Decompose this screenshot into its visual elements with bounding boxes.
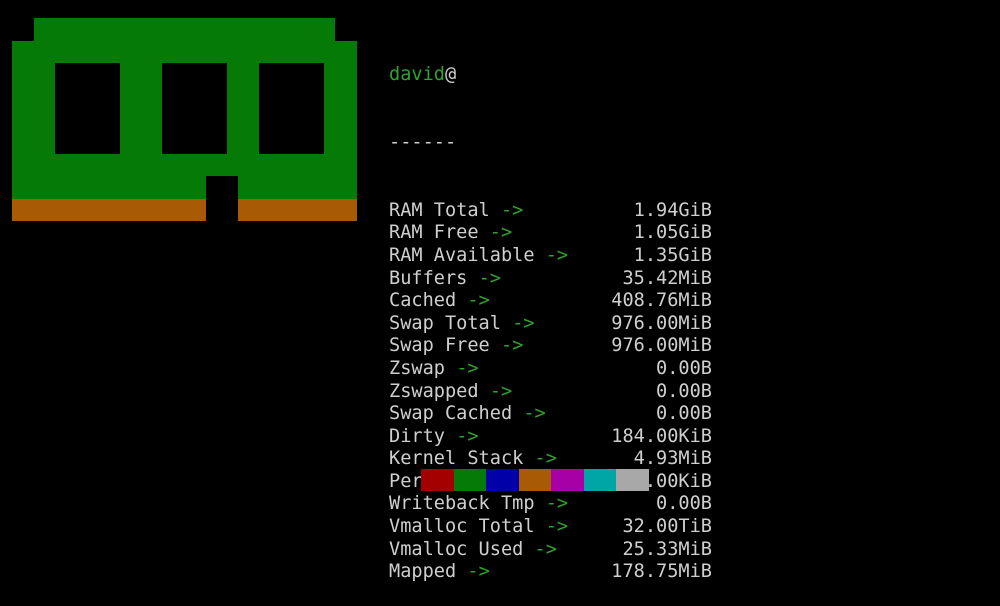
stat-row: Swap Free -> 976.00MiB — [389, 335, 719, 358]
stat-row: RAM Total -> 1.94GiB — [389, 200, 719, 223]
stat-value: 178.75MiB — [611, 561, 712, 583]
stat-value: 0.00B — [656, 380, 712, 402]
stat-label: Swap Total — [389, 312, 501, 334]
stat-label: RAM Total — [389, 199, 490, 221]
ram-contacts-left — [12, 199, 206, 221]
stat-row: Kernel Stack -> 4.93MiB — [389, 448, 719, 471]
stat-row: Zswapped -> 0.00B — [389, 381, 719, 404]
arrow-icon: -> — [534, 448, 557, 470]
stat-label: RAM Free — [389, 222, 479, 244]
color-swatch — [421, 469, 454, 491]
color-swatch — [486, 469, 519, 491]
stat-row: Vmalloc Total -> 32.00TiB — [389, 516, 719, 539]
ram-module-icon — [12, 18, 357, 221]
stat-value: 976.00MiB — [611, 335, 712, 357]
stat-label: RAM Available — [389, 244, 535, 266]
stat-label: Buffers — [389, 267, 468, 289]
stat-label: Zswapped — [389, 380, 479, 402]
stat-value: 976.00MiB — [611, 312, 712, 334]
stat-label: Writeback Tmp — [389, 493, 535, 515]
arrow-icon: -> — [467, 561, 490, 583]
arrow-icon: -> — [500, 335, 524, 357]
color-swatch — [453, 469, 486, 491]
memory-info: david@ ------ RAM Total -> 1.94GiB RAM Fre… — [389, 19, 719, 606]
host-separator: @ — [444, 64, 457, 86]
stat-value: 1.05GiB — [633, 222, 712, 244]
stat-label: Zswap — [389, 357, 445, 379]
ram-chip-2 — [162, 63, 227, 154]
stat-value: 0.00B — [656, 357, 712, 379]
ram-top-tab — [34, 18, 335, 42]
stat-value: 4.93MiB — [633, 448, 712, 470]
color-palette — [421, 469, 649, 491]
arrow-icon: -> — [534, 538, 557, 560]
ram-contacts-right — [238, 199, 357, 221]
stat-label: Swap Free — [389, 335, 490, 357]
color-swatch — [616, 469, 649, 491]
arrow-icon: -> — [545, 244, 569, 266]
ram-chip-3 — [259, 63, 324, 154]
stat-label: Swap Cached — [389, 403, 513, 425]
stat-label: Kernel Stack — [389, 448, 524, 470]
stat-value: 1.94GiB — [633, 199, 712, 221]
arrow-icon: -> — [489, 380, 513, 402]
color-swatch — [518, 469, 551, 491]
arrow-icon: -> — [456, 357, 479, 379]
arrow-icon: -> — [456, 425, 479, 447]
stat-value: 184.00KiB — [611, 425, 712, 447]
color-swatch — [583, 469, 616, 491]
color-swatch — [551, 469, 584, 491]
stat-row: RAM Free -> 1.05GiB — [389, 222, 719, 245]
arrow-icon: -> — [489, 222, 513, 244]
divider-line: ------ — [389, 131, 457, 153]
stat-row: Swap Cached -> 0.00B — [389, 403, 719, 426]
stat-row: Vmalloc Used -> 25.33MiB — [389, 539, 719, 562]
stat-row: Dirty -> 184.00KiB — [389, 426, 719, 449]
memory-stats: RAM Total -> 1.94GiB RAM Free -> 1.05GiB RAM… — [389, 200, 719, 584]
arrow-icon: -> — [545, 516, 569, 538]
stat-row: Mapped -> 178.75MiB — [389, 561, 719, 584]
stat-row: Cached -> 408.76MiB — [389, 290, 719, 313]
header-divider: ------ — [389, 132, 719, 155]
ram-chip-1 — [55, 63, 120, 154]
stat-row: Swap Total -> 976.00MiB — [389, 313, 719, 336]
stat-label: Vmalloc Total — [389, 516, 535, 538]
stat-row: RAM Available -> 1.35GiB — [389, 245, 719, 268]
arrow-icon: -> — [523, 403, 546, 425]
stat-value: 32.00TiB — [622, 516, 712, 538]
stat-label: Mapped — [389, 561, 457, 583]
stat-label: Cached — [389, 290, 457, 312]
user-header: david@ — [389, 64, 719, 87]
stat-value: 408.76MiB — [611, 290, 712, 312]
stat-value: 1.35GiB — [633, 244, 712, 266]
stat-value: 25.33MiB — [622, 538, 712, 560]
arrow-icon: -> — [467, 290, 490, 312]
stat-row: Buffers -> 35.42MiB — [389, 268, 719, 291]
arrow-icon: -> — [500, 199, 524, 221]
username: david — [389, 64, 445, 86]
arrow-icon: -> — [545, 493, 569, 515]
stat-value: 0.00B — [656, 403, 712, 425]
stat-row: Zswap -> 0.00B — [389, 358, 719, 381]
arrow-icon: -> — [512, 312, 535, 334]
stat-value: 35.42MiB — [622, 267, 712, 289]
arrow-icon: -> — [478, 267, 501, 289]
stat-label: Dirty — [389, 425, 445, 447]
stat-label: Vmalloc Used — [389, 538, 524, 560]
ram-notch — [206, 176, 238, 221]
